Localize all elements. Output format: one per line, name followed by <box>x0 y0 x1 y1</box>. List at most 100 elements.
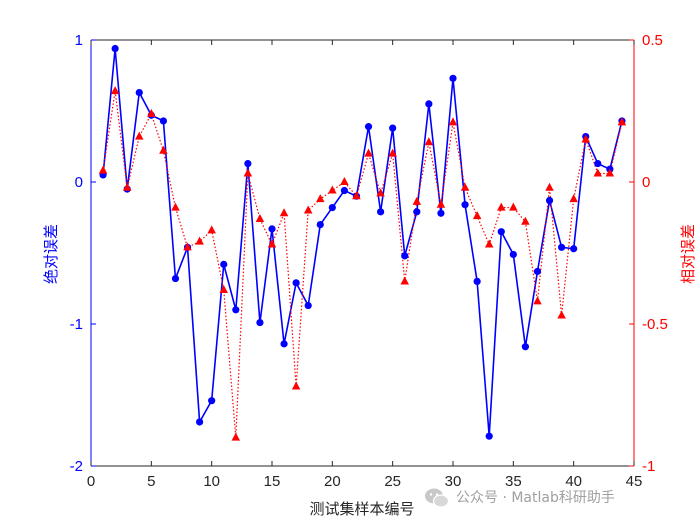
x-tick-label: 45 <box>626 473 643 490</box>
relative-error-point <box>352 191 361 200</box>
absolute-error-point <box>135 88 143 97</box>
relative-error-point <box>569 194 578 203</box>
watermark-text: 公众号 · Matlab科研助手 <box>456 490 615 506</box>
relative-error-point <box>521 216 530 225</box>
relative-error-point <box>533 296 542 305</box>
absolute-error-point <box>304 301 312 310</box>
relative-error-point <box>219 284 228 293</box>
right-y-tick-label: -0.5 <box>642 316 668 333</box>
right-y-tick-label: 0 <box>642 174 650 191</box>
x-tick-label: 0 <box>87 473 95 490</box>
relative-error-point <box>460 182 470 191</box>
absolute-error-point <box>171 274 180 283</box>
left-y-tick-label: -1 <box>70 316 83 333</box>
relative-error-point <box>183 242 192 251</box>
right-y-tick-label: -1 <box>642 458 655 475</box>
absolute-error-point <box>232 306 240 314</box>
absolute-error-point <box>208 397 216 405</box>
relative-error-point <box>545 182 554 191</box>
absolute-error-point <box>316 221 324 229</box>
absolute-error-point <box>159 117 167 125</box>
axes-layer: 0 5 10 15 20 25 30 35 40 45 -2 -1 0 1 -1 -0.5 0 0.5 <box>70 32 668 490</box>
left-y-axis-label: 绝对误差 <box>42 224 60 284</box>
absolute-error-point <box>545 196 554 205</box>
absolute-error-point <box>328 203 336 212</box>
x-tick-label: 15 <box>264 473 281 490</box>
left-y-tick-label: 0 <box>75 174 83 191</box>
series-layer <box>98 44 627 441</box>
absolute-error-point <box>413 208 421 216</box>
relative-error-point <box>364 148 373 157</box>
x-axis-label: 测试集样本编号 <box>309 500 414 518</box>
relative-error-point <box>122 182 132 191</box>
relative-error-point <box>617 117 627 126</box>
absolute-error-point <box>473 277 481 285</box>
wechat-icon <box>425 488 450 508</box>
absolute-error-point <box>485 432 493 440</box>
relative-error-point <box>171 202 180 211</box>
left-y-tick-label: 1 <box>75 32 83 49</box>
relative-error-point <box>593 168 603 177</box>
x-tick-label: 40 <box>565 473 582 490</box>
right-y-tick-label: 0.5 <box>642 32 663 49</box>
x-tick-label: 5 <box>147 473 155 490</box>
relative-error-point <box>195 236 204 245</box>
relative-error-point <box>436 199 446 208</box>
relative-error-point <box>279 208 289 217</box>
absolute-error-point <box>256 318 264 327</box>
relative-error-point <box>448 117 458 126</box>
watermark: 公众号 · Matlab科研助手 <box>425 488 615 508</box>
absolute-error-point <box>449 74 457 82</box>
absolute-error-point <box>594 159 602 168</box>
absolute-error-point <box>461 201 469 209</box>
x-tick-label: 30 <box>445 473 462 490</box>
absolute-error-point <box>425 100 433 108</box>
relative-error-point <box>316 194 325 203</box>
x-tick-label: 20 <box>324 473 341 490</box>
absolute-error-point <box>196 418 204 426</box>
absolute-error-point <box>292 279 300 287</box>
relative-error-point <box>424 137 434 146</box>
absolute-error-point <box>111 44 119 53</box>
relative-error-point <box>497 202 506 211</box>
absolute-error-point <box>364 123 373 131</box>
relative-error-point <box>135 131 144 140</box>
relative-error-point <box>340 177 349 186</box>
absolute-error-point <box>558 243 566 251</box>
relative-error-point <box>509 202 518 211</box>
relative-error-point <box>484 239 494 248</box>
relative-error-point <box>291 381 301 390</box>
relative-error-point <box>98 165 108 174</box>
absolute-error-point <box>389 124 397 132</box>
absolute-error-point <box>280 340 288 348</box>
relative-error-point <box>231 432 241 441</box>
relative-error-point <box>388 148 397 157</box>
absolute-error-point <box>533 267 542 276</box>
relative-error-point <box>400 276 409 285</box>
absolute-error-point <box>401 252 409 260</box>
relative-error-point <box>267 239 277 248</box>
relative-error-point <box>110 86 120 95</box>
relative-error-point <box>412 196 422 205</box>
plot-frame <box>90 39 635 467</box>
absolute-error-point <box>220 260 228 268</box>
x-tick-label: 10 <box>203 473 220 490</box>
relative-error-point <box>328 185 337 194</box>
x-tick-label: 25 <box>384 473 401 490</box>
absolute-error-point <box>497 228 505 236</box>
absolute-error-line <box>102 48 623 437</box>
absolute-error-point <box>244 159 252 168</box>
right-y-axis-label: 相对误差 <box>679 224 697 284</box>
x-tick-label: 35 <box>505 473 522 490</box>
relative-error-point <box>147 108 156 117</box>
absolute-error-point <box>509 250 517 259</box>
absolute-error-point <box>437 209 445 217</box>
left-y-tick-label: -2 <box>70 458 83 475</box>
relative-error-point <box>243 168 253 177</box>
relative-error-point <box>303 205 313 214</box>
relative-error-point <box>255 213 265 222</box>
relative-error-point <box>376 188 385 197</box>
absolute-error-point <box>340 186 348 195</box>
absolute-error-point <box>521 343 530 351</box>
